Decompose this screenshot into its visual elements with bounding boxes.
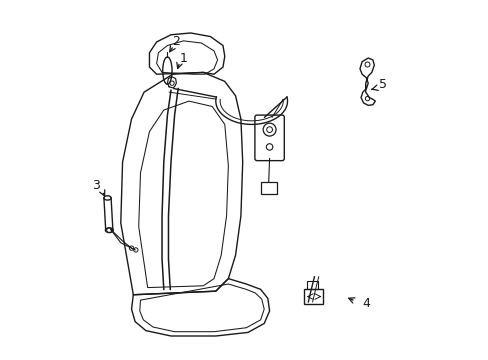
Bar xyxy=(260,182,276,194)
Bar xyxy=(306,282,317,289)
Bar xyxy=(303,289,323,304)
Text: 5: 5 xyxy=(378,78,386,91)
Text: 3: 3 xyxy=(92,179,100,192)
Text: 2: 2 xyxy=(172,35,180,49)
Text: 1: 1 xyxy=(179,51,187,64)
Text: 4: 4 xyxy=(362,297,370,310)
